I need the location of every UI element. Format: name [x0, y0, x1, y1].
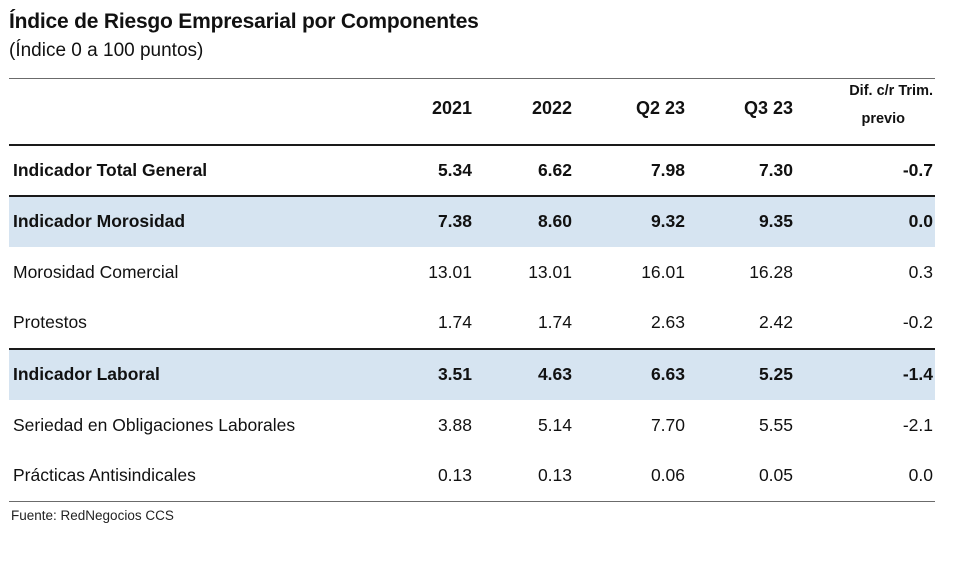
table-row-seriedad-obligaciones: Seriedad en Obligaciones Laborales 3.88 … — [9, 400, 935, 451]
source-note: Fuente: RedNegocios CCS — [11, 508, 174, 523]
cell-diff: -2.1 — [902, 414, 933, 435]
cell-q3-23: 2.42 — [758, 312, 793, 332]
cell-2021: 3.51 — [437, 364, 472, 384]
cell-q3-23: 5.25 — [758, 364, 793, 384]
header-empty — [9, 79, 389, 145]
header-q3-23: Q3 23 — [743, 97, 793, 118]
table-row-protestos: Protestos 1.74 1.74 2.63 2.42 -0.2 — [9, 298, 935, 349]
cell-2022: 4.63 — [537, 364, 572, 384]
header-diff-line2: previo — [861, 111, 905, 127]
table-row-practicas-antisindicales: Prácticas Antisindicales 0.13 0.13 0.06 … — [9, 451, 935, 502]
row-label: Indicador Laboral — [13, 364, 160, 384]
cell-q3-23: 5.55 — [758, 414, 793, 435]
cell-q3-23: 0.05 — [758, 465, 793, 486]
header-2022: 2022 — [531, 97, 572, 118]
cell-2022: 6.62 — [537, 159, 572, 180]
row-label: Indicador Morosidad — [13, 211, 186, 231]
cell-q3-23: 9.35 — [758, 211, 793, 231]
row-label: Protestos — [13, 312, 87, 332]
cell-2022: 1.74 — [537, 312, 572, 332]
row-label: Prácticas Antisindicales — [13, 465, 196, 486]
table-header-row: 2021 2022 Q2 23 Q3 23 Dif. c/r Trim. pre… — [9, 78, 935, 145]
table-row-laboral: Indicador Laboral 3.51 4.63 6.63 5.25 -1… — [9, 348, 935, 400]
cell-q2-23: 16.01 — [641, 261, 685, 282]
cell-2022: 8.60 — [537, 211, 572, 231]
row-label: Indicador Total General — [13, 159, 208, 180]
cell-diff: 0.0 — [908, 465, 933, 486]
cell-2021: 5.34 — [437, 159, 472, 180]
cell-2021: 13.01 — [428, 261, 472, 282]
table-row-morosidad-comercial: Morosidad Comercial 13.01 13.01 16.01 16… — [9, 247, 935, 298]
cell-2022: 13.01 — [528, 261, 572, 282]
risk-index-table: 2021 2022 Q2 23 Q3 23 Dif. c/r Trim. pre… — [9, 78, 935, 502]
cell-q2-23: 7.98 — [650, 159, 685, 180]
row-label: Morosidad Comercial — [13, 261, 179, 282]
report-page: Índice de Riesgo Empresarial por Compone… — [9, 10, 935, 523]
page-subtitle: (Índice 0 a 100 puntos) — [9, 40, 204, 61]
cell-2022: 0.13 — [537, 465, 572, 486]
cell-2021: 7.38 — [437, 211, 472, 231]
cell-diff: 0.0 — [908, 211, 933, 231]
row-label: Seriedad en Obligaciones Laborales — [13, 414, 296, 435]
table-row-total-general: Indicador Total General 5.34 6.62 7.98 7… — [9, 145, 935, 196]
cell-diff: -1.4 — [902, 364, 933, 384]
cell-2021: 3.88 — [437, 414, 472, 435]
cell-q2-23: 0.06 — [650, 465, 685, 486]
cell-diff: 0.3 — [908, 261, 933, 282]
cell-2022: 5.14 — [537, 414, 572, 435]
cell-q2-23: 2.63 — [650, 312, 685, 332]
cell-q3-23: 7.30 — [758, 159, 793, 180]
table-row-morosidad: Indicador Morosidad 7.38 8.60 9.32 9.35 … — [9, 195, 935, 247]
cell-q2-23: 9.32 — [650, 211, 685, 231]
cell-q3-23: 16.28 — [749, 261, 793, 282]
header-diff: Dif. c/r Trim. previo — [795, 79, 935, 145]
cell-2021: 1.74 — [437, 312, 472, 332]
cell-q2-23: 6.63 — [650, 364, 685, 384]
page-title: Índice de Riesgo Empresarial por Compone… — [9, 10, 479, 33]
header-diff-line1: Dif. c/r Trim. — [849, 83, 933, 99]
cell-q2-23: 7.70 — [650, 414, 685, 435]
header-q2-23: Q2 23 — [635, 97, 685, 118]
cell-2021: 0.13 — [437, 465, 472, 486]
cell-diff: -0.7 — [902, 159, 933, 180]
cell-diff: -0.2 — [902, 312, 933, 332]
header-2021: 2021 — [431, 97, 472, 118]
